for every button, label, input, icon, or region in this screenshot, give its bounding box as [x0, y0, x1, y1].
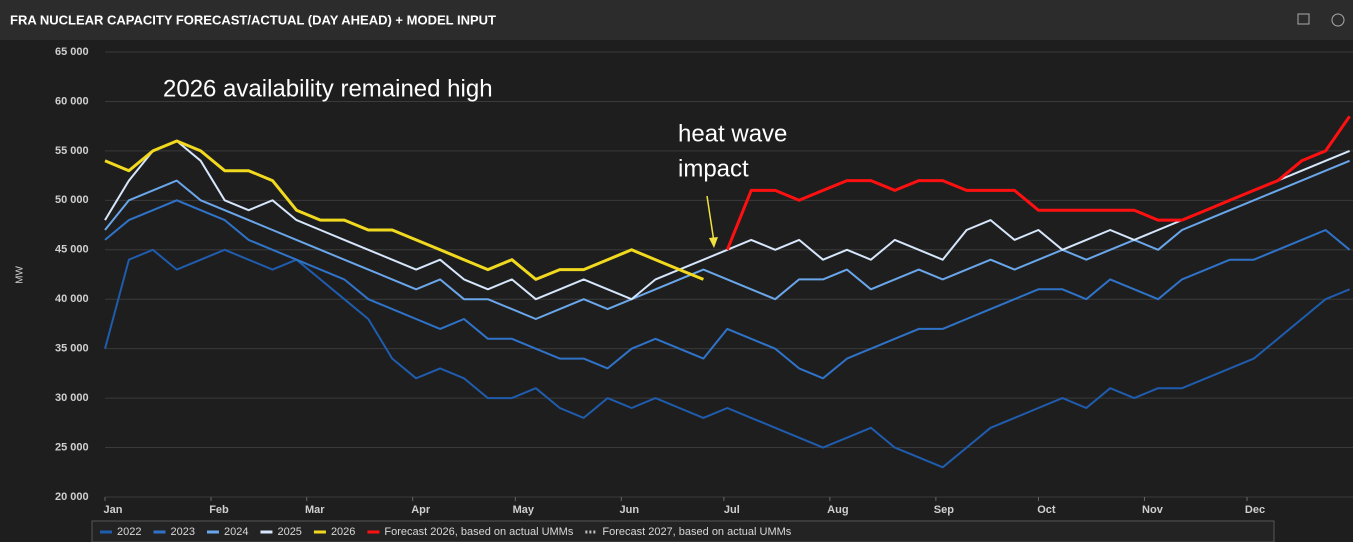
annotation-arrow — [706, 195, 715, 243]
help-icon[interactable] — [1331, 13, 1345, 27]
popout-icon[interactable] — [1297, 13, 1310, 25]
x-tick-label: Apr — [411, 504, 431, 516]
y-tick-label: 60 000 — [55, 95, 89, 107]
legend-label: 2025 — [277, 526, 301, 538]
legend-label: 2026 — [331, 526, 355, 538]
y-tick-label: 55 000 — [55, 145, 89, 157]
annotation: 2026 availability remained high — [163, 75, 493, 102]
y-tick-label: 20 000 — [55, 491, 89, 503]
x-tick-label: Feb — [209, 504, 229, 516]
y-tick-label: 50 000 — [55, 194, 89, 206]
chart-title: FRA NUCLEAR CAPACITY FORECAST/ACTUAL (DA… — [10, 12, 496, 27]
series-line — [104, 159, 1350, 320]
annotation: heat wave — [678, 120, 787, 147]
y-tick-label: 40 000 — [55, 293, 89, 305]
legend-label: 2022 — [117, 526, 141, 538]
series-line — [104, 199, 1351, 380]
plot-area — [104, 51, 1353, 501]
header — [0, 0, 1353, 40]
x-tick-label: Jun — [620, 504, 640, 516]
y-tick-label: 65 000 — [55, 46, 89, 58]
legend-label: 2024 — [224, 526, 248, 538]
legend — [91, 520, 1275, 542]
legend-label: 2023 — [170, 526, 194, 538]
series-line — [104, 248, 1350, 469]
x-tick-label: Nov — [1142, 504, 1164, 516]
legend-label: Forecast 2026, based on actual UMMs — [384, 526, 573, 538]
x-tick-label: Sep — [934, 504, 954, 516]
annotation: impact — [678, 155, 749, 182]
x-tick-label: Jul — [724, 504, 740, 516]
arrow-head — [709, 237, 718, 248]
legend-label: Forecast 2027, based on actual UMMs — [602, 526, 791, 538]
y-tick-label: 30 000 — [55, 392, 89, 404]
x-tick-label: Jan — [104, 504, 123, 516]
x-tick-label: Mar — [305, 504, 325, 516]
x-tick-label: Aug — [827, 504, 848, 516]
x-tick-label: Dec — [1245, 504, 1265, 516]
y-axis-label: MW — [15, 266, 26, 284]
x-tick-label: May — [513, 504, 535, 516]
y-tick-label: 45 000 — [55, 244, 89, 256]
y-tick-label: 25 000 — [55, 441, 89, 453]
y-tick-label: 35 000 — [55, 343, 89, 355]
series-line — [104, 139, 704, 281]
x-tick-label: Oct — [1037, 504, 1056, 516]
series-line — [725, 115, 1351, 251]
